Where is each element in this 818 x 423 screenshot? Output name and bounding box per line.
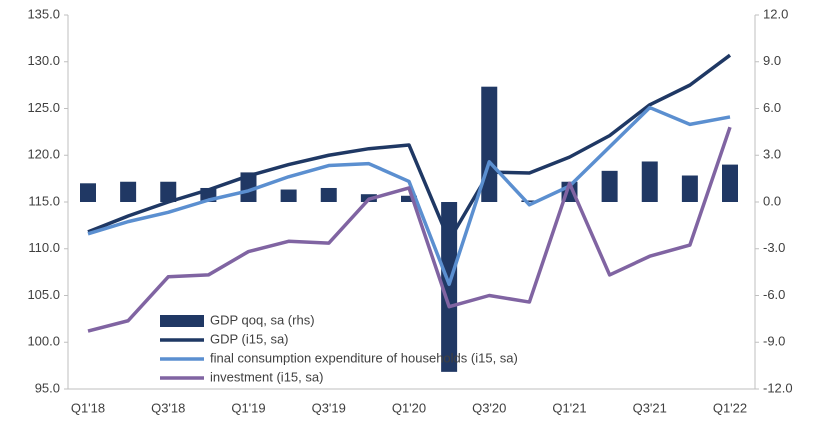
bar [441,202,458,372]
y-tick-label: 115.0 [28,193,60,208]
y2-tick-label: -12.0 [763,380,793,395]
legend-label: GDP (i15, sa) [210,331,289,346]
bar [641,161,658,202]
y2-tick-label: 3.0 [763,147,781,162]
y-tick-label: 100.0 [27,334,60,349]
bar [240,172,257,202]
line [87,53,732,243]
x-tick-label: Q1'18 [71,400,105,415]
y2-tick-label: -6.0 [763,287,785,302]
bar [120,181,137,202]
bar [722,164,738,202]
line [87,126,732,333]
y-tick-label: 105.0 [27,287,60,302]
x-tick-label: Q3'21 [633,400,667,415]
y2-tick-label: 12.0 [763,6,788,21]
x-tick-label: Q3'18 [151,400,185,415]
y-tick-label: 125.0 [27,100,60,115]
legend-label: GDP qoq, sa (rhs) [210,312,315,327]
y-tick-label: 135.0 [27,6,60,21]
bar [320,187,337,202]
y2-tick-label: 0.0 [763,193,781,208]
legend-label: investment (i15, sa) [210,369,323,384]
y2-tick-label: -3.0 [763,240,785,255]
x-tick-label: Q1'22 [713,400,747,415]
bar [521,200,538,202]
x-tick-label: Q3'20 [472,400,506,415]
y-tick-label: 95.0 [35,380,60,395]
bar [80,183,96,202]
legend-label: final consumption expenditure of househo… [210,350,518,365]
y-tick-label: 130.0 [27,53,60,68]
bar [401,195,417,202]
legend-swatch [160,315,204,327]
y-tick-label: 120.0 [27,147,60,162]
y2-tick-label: 9.0 [763,53,781,68]
bar [601,170,618,202]
x-tick-label: Q1'19 [231,400,265,415]
bar [160,181,177,202]
y2-tick-label: 6.0 [763,100,781,115]
x-tick-label: Q1'21 [552,400,586,415]
y2-tick-label: -9.0 [763,334,785,349]
x-tick-label: Q1'20 [392,400,426,415]
y-tick-label: 110.0 [28,240,60,255]
bar [681,175,698,202]
x-tick-label: Q3'19 [312,400,346,415]
bar [280,189,297,202]
line [87,105,731,287]
